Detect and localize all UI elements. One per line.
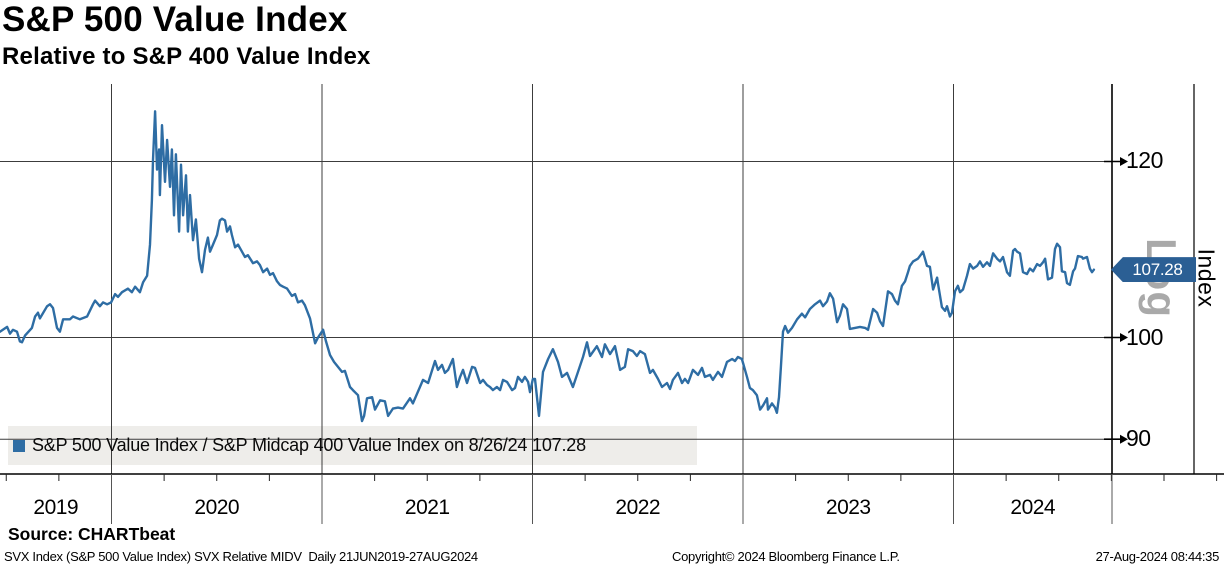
chart-legend: S&P 500 Value Index / S&P Midcap 400 Val… [8,426,697,465]
last-value-badge: 107.28 [1111,257,1196,283]
x-tick-label-2021: 2021 [404,496,450,519]
footer-meta: SVX Index (S&P 500 Value Index) SVX Rela… [4,549,478,564]
x-tick-label-2024: 2024 [1010,496,1056,519]
y-tick-label-90: 90 [1126,425,1151,452]
y-axis-title: Index [1193,248,1220,308]
page-title: S&P 500 Value Index [2,0,348,39]
source-line: Source: CHARTbeat [8,524,176,544]
footer-copyright: Copyright© 2024 Bloomberg Finance L.P. [672,549,900,564]
page-subtitle: Relative to S&P 400 Value Index [2,43,371,70]
x-tick-label-2022: 2022 [615,496,661,519]
grid-lines [0,84,1112,474]
axis-lines [0,84,1224,524]
series-line [0,110,1096,423]
x-tick-label-2019: 2019 [33,496,79,519]
y-tick-arrow-icon [1120,333,1128,342]
y-tick-arrow-icon [1120,156,1128,166]
legend-background [8,426,697,465]
y-tick-label-120: 120 [1126,147,1163,174]
x-tick-label-2020: 2020 [194,496,240,519]
y-tick-arrow-icon [1120,434,1128,444]
legend-label: S&P 500 Value Index / S&P Midcap 400 Val… [32,435,586,455]
legend-swatch-icon [13,439,25,452]
footer-timestamp: 27-Aug-2024 08:44:35 [1095,549,1220,564]
y-tick-label-100: 100 [1126,323,1163,350]
x-tick-label-2023: 2023 [825,496,871,519]
series-path [0,110,1096,423]
